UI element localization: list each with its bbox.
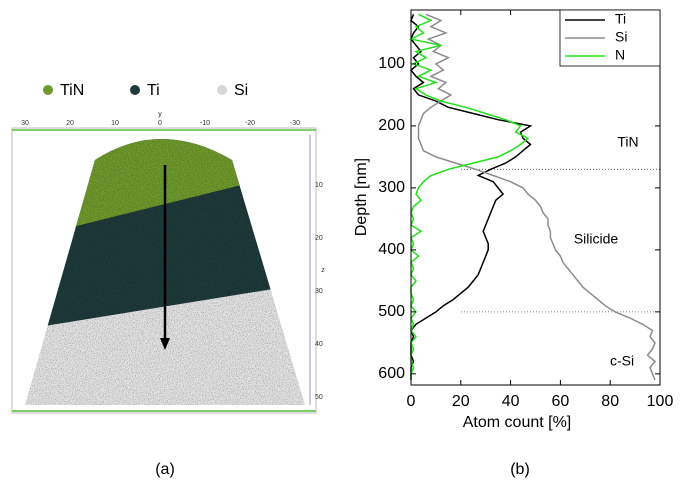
side-tick-label: 30 [315,288,323,295]
annotation: Silicide [574,231,619,247]
top-tick-label: 0 [158,120,162,127]
reconstruction-panel: y z (a) [11,111,325,478]
y-tick-label: 600 [378,365,405,382]
legend-label: Si [615,29,627,45]
y-tick-label: 400 [378,241,405,258]
top-tick-label: -30 [290,120,300,127]
side-axis-label: z [321,267,325,274]
series-line [417,13,657,381]
plot-frame [410,9,661,386]
legend-dot [130,85,140,95]
top-tick-label: 20 [66,120,74,127]
x-tick-label: 60 [552,393,570,410]
y-tick-label: 100 [378,55,405,72]
top-tick-label: 10 [111,120,119,127]
legend-dot [217,85,227,95]
top-tick-label: -10 [200,120,210,127]
annotation: TiN [617,134,638,150]
annotation: c-Si [610,353,634,369]
series-line [408,13,530,380]
x-tick-label: 40 [502,393,520,410]
legend-label: Si [234,82,248,99]
side-tick-label: 40 [315,341,323,348]
y-axis-label: Depth [nm] [353,158,370,236]
arrow-head [160,338,170,350]
legend-label: Ti [615,11,626,27]
side-tick-label: 50 [315,394,323,401]
legend-label: N [615,47,625,63]
box-frame [11,127,317,414]
y-tick-label: 200 [378,117,405,134]
x-tick-label: 80 [601,393,619,410]
x-tick-label: 0 [407,393,416,410]
x-axis-label: Atom count [%] [463,414,572,431]
side-tick-label: 20 [315,235,323,242]
x-tick-label: 20 [452,393,470,410]
caption: (b) [510,461,530,478]
legend-label: Ti [147,82,160,99]
top-tick-label: 30 [21,120,29,127]
legend-label: TiN [60,82,84,99]
x-tick-label: 100 [647,393,674,410]
y-tick-label: 300 [378,179,405,196]
side-tick-label: 10 [315,182,323,189]
y-tick-label: 500 [378,303,405,320]
legend-dot [43,85,53,95]
series-line [409,14,533,380]
top-tick-label: -20 [245,120,255,127]
caption: (a) [155,461,175,478]
top-axis-label: y [158,111,162,118]
